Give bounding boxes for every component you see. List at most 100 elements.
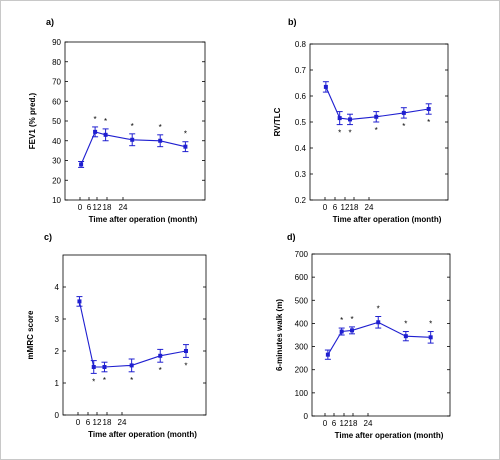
data-point — [158, 353, 163, 358]
x-tick-label: 0 — [78, 203, 83, 212]
y-tick-label: 100 — [295, 389, 309, 398]
y-tick-label: 10 — [52, 196, 61, 205]
plot-area — [64, 41, 206, 201]
significance-star: * — [159, 366, 162, 375]
plot-area — [311, 253, 451, 417]
significance-star: * — [404, 320, 407, 329]
significance-star: * — [159, 123, 162, 132]
significance-star: * — [429, 320, 432, 329]
significance-star: * — [402, 122, 405, 131]
data-point — [130, 137, 135, 142]
panel-label: c) — [44, 232, 52, 242]
x-tick-label: 12 — [93, 418, 102, 427]
y-tick-label: 700 — [295, 250, 309, 259]
y-tick-label: 4 — [55, 283, 60, 292]
data-point — [426, 107, 431, 111]
data-point — [323, 84, 328, 89]
data-point — [401, 110, 406, 115]
panel-label: d) — [287, 232, 296, 242]
y-tick-label: 60 — [52, 97, 61, 106]
data-point — [103, 132, 108, 137]
data-point — [183, 144, 188, 149]
y-tick-label: 50 — [52, 117, 61, 126]
y-tick-label: 0.3 — [295, 170, 307, 179]
significance-star: * — [375, 126, 378, 135]
y-tick-label: 0.4 — [295, 144, 307, 153]
x-tick-label: 6 — [86, 418, 91, 427]
data-point — [91, 365, 96, 369]
data-point — [93, 129, 98, 134]
series-line — [78, 301, 187, 368]
x-tick-label: 12 — [93, 203, 102, 212]
panel-label: b) — [288, 17, 297, 27]
x-tick-label: 18 — [349, 419, 358, 428]
y-tick-label: 0 — [55, 411, 60, 420]
data-point — [79, 162, 84, 167]
significance-star: * — [92, 377, 95, 386]
y-tick-label: 0.7 — [295, 66, 307, 75]
x-tick-label: 0 — [323, 419, 328, 428]
data-point — [158, 138, 163, 143]
y-tick-label: 70 — [52, 78, 61, 87]
x-tick-label: 0 — [76, 418, 81, 427]
y-tick-label: 3 — [55, 315, 60, 324]
y-tick-label: 90 — [52, 38, 61, 47]
y-tick-label: 300 — [295, 343, 309, 352]
significance-star: * — [184, 361, 187, 370]
x-tick-label: 24 — [365, 203, 374, 212]
x-axis-title: Time after operation (month) — [335, 431, 444, 440]
series-line — [327, 321, 431, 355]
y-tick-label: 0.5 — [295, 118, 307, 127]
x-tick-label: 24 — [118, 418, 127, 427]
significance-star: * — [94, 115, 97, 124]
y-axis-title: RV/TLC — [273, 107, 282, 136]
y-tick-label: 0.8 — [295, 40, 307, 49]
significance-star: * — [338, 129, 341, 138]
data-point — [339, 329, 344, 334]
x-axis-title: Time after operation (month) — [88, 430, 197, 439]
y-tick-label: 0 — [304, 412, 309, 421]
data-point — [129, 363, 134, 368]
x-tick-label: 6 — [332, 419, 337, 428]
y-tick-label: 0.6 — [295, 92, 307, 101]
significance-star: * — [104, 117, 107, 126]
significance-star: * — [377, 304, 380, 313]
significance-star: * — [131, 122, 134, 131]
y-tick-label: 30 — [52, 157, 61, 166]
significance-star: * — [348, 129, 351, 138]
y-tick-label: 600 — [295, 273, 309, 282]
series-line — [325, 86, 429, 120]
y-tick-label: 40 — [52, 137, 61, 146]
y-axis-title: mMRC score — [26, 310, 35, 359]
significance-star: * — [130, 376, 133, 385]
y-tick-label: 0.2 — [295, 196, 307, 205]
significance-star: * — [184, 130, 187, 139]
x-tick-label: 24 — [364, 419, 373, 428]
data-point — [348, 117, 353, 122]
significance-star: * — [103, 376, 106, 385]
y-axis-title: 6-minutes walk (m) — [275, 299, 284, 371]
x-tick-label: 6 — [87, 203, 92, 212]
data-point — [183, 349, 188, 353]
data-point — [325, 352, 330, 357]
significance-star: * — [350, 315, 353, 324]
data-point — [374, 114, 379, 119]
x-axis-title: Time after operation (month) — [333, 215, 442, 224]
x-tick-label: 24 — [119, 203, 128, 212]
x-tick-label: 18 — [103, 203, 112, 212]
x-tick-label: 12 — [340, 419, 349, 428]
data-point — [77, 299, 82, 304]
y-tick-label: 1 — [55, 379, 60, 388]
y-tick-label: 500 — [295, 296, 309, 305]
chart-panel-2: b) 0.2 0.3 0.4 0.5 0.6 0.7 0.8 0 6 12 18 24 Time afte… — [273, 17, 449, 224]
significance-star: * — [427, 118, 430, 127]
y-tick-label: 80 — [52, 58, 61, 67]
x-tick-label: 0 — [323, 203, 328, 212]
data-point — [350, 328, 355, 333]
series-line — [80, 131, 186, 165]
chart-panel-1: a) 10 20 30 40 50 60 70 80 90 0 6 12 18 24 Time after o… — [28, 17, 206, 224]
data-point — [428, 335, 433, 340]
